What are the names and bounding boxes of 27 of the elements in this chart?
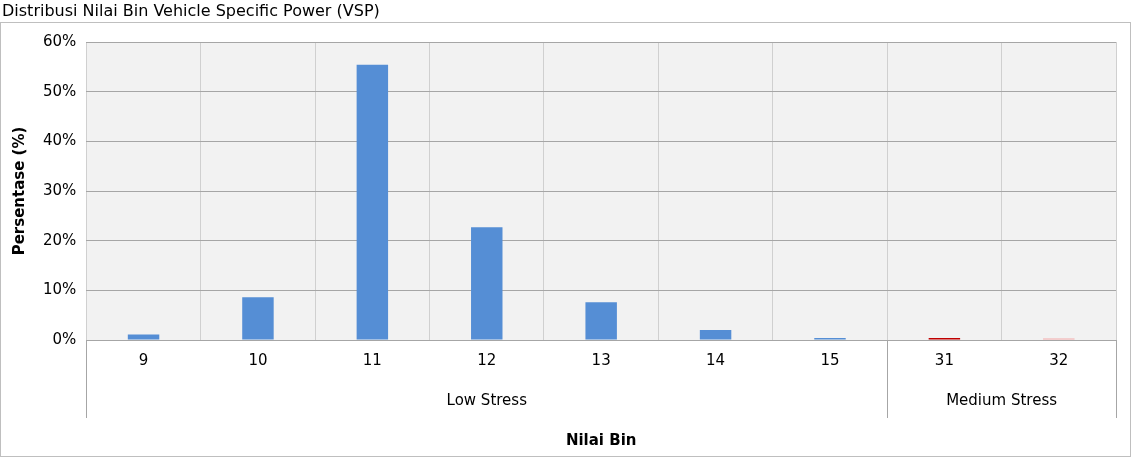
x-tick-label: 32 [1049,350,1069,369]
y-tick-label: 40% [43,131,77,150]
y-tick-label: 20% [43,230,77,249]
bar [242,297,274,340]
chart-title: Distribusi Nilai Bin Vehicle Specific Power (VSP) [1,0,381,22]
x-tick-label: 13 [591,350,611,369]
bar [585,302,617,340]
bar [471,227,503,340]
y-tick-label: 0% [52,329,77,348]
text: Low Stress [446,390,528,409]
y-tick-label: 30% [43,180,77,199]
text: Medium Stress [946,390,1058,409]
x-tick-label: 14 [706,350,726,369]
y-tick-label: 60% [43,31,77,50]
x-tick-label: 12 [477,350,497,369]
x-axis-title: Nilai Bin [565,430,637,449]
y-axis-title: Persentase (%) [9,126,28,256]
x-tick-label: 9 [138,350,149,369]
bar [356,64,389,340]
x-tick-label: 10 [248,350,268,369]
bar [699,330,732,340]
x-tick-label: 11 [362,350,382,369]
y-tick-label: 10% [43,280,77,299]
bar [127,334,160,340]
x-tick-label: 31 [934,350,954,369]
x-tick-label: 15 [820,350,840,369]
y-tick-label: 50% [43,81,77,100]
